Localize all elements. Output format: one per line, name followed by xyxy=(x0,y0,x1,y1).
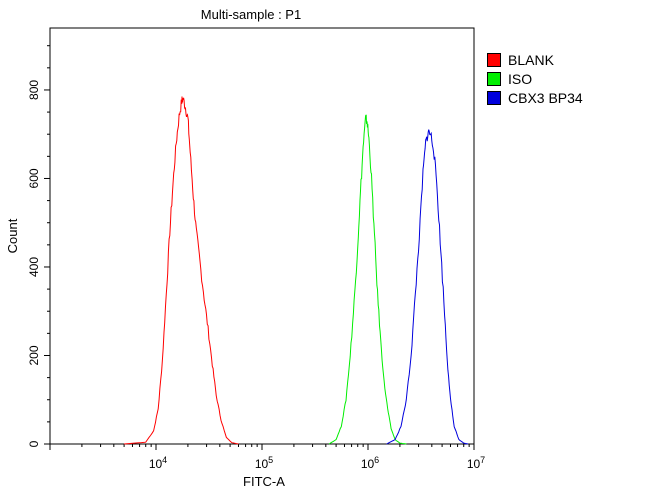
x-tick-label: 105 xyxy=(255,455,273,471)
y-tick-label: 400 xyxy=(27,257,41,277)
legend-swatch-blank xyxy=(487,52,501,67)
legend-label-cbx3: CBX3 BP34 xyxy=(508,89,583,106)
plot-frame xyxy=(49,27,475,445)
legend-label-iso: ISO xyxy=(508,70,533,87)
chart-title: Multi-sample : P1 xyxy=(201,7,301,22)
x-tick-label: 104 xyxy=(149,455,167,471)
legend-item-cbx3: CBX3 BP34 xyxy=(487,88,583,107)
x-axis: 104 105 106 107 xyxy=(49,444,485,471)
series-line-cbx3 xyxy=(386,129,469,445)
legend-item-iso: ISO xyxy=(487,69,583,88)
series-layer xyxy=(124,96,469,445)
x-axis-label: FITC-A xyxy=(243,474,285,489)
series-line-blank xyxy=(124,96,239,445)
legend: BLANK ISO CBX3 BP34 xyxy=(487,50,583,107)
legend-swatch-cbx3 xyxy=(487,90,501,105)
legend-item-blank: BLANK xyxy=(487,50,583,69)
legend-label-blank: BLANK xyxy=(508,51,554,68)
y-tick-label: 800 xyxy=(27,80,41,100)
y-tick-label: 600 xyxy=(27,168,41,188)
y-tick-label: 200 xyxy=(27,345,41,365)
y-axis: 0 200 400 600 800 xyxy=(27,45,50,447)
legend-swatch-iso xyxy=(487,71,501,86)
y-axis-label: Count xyxy=(5,218,20,253)
series-line-iso xyxy=(328,114,407,445)
x-tick-label: 106 xyxy=(361,455,379,471)
y-tick-label: 0 xyxy=(27,440,41,447)
x-tick-label: 107 xyxy=(467,455,485,471)
